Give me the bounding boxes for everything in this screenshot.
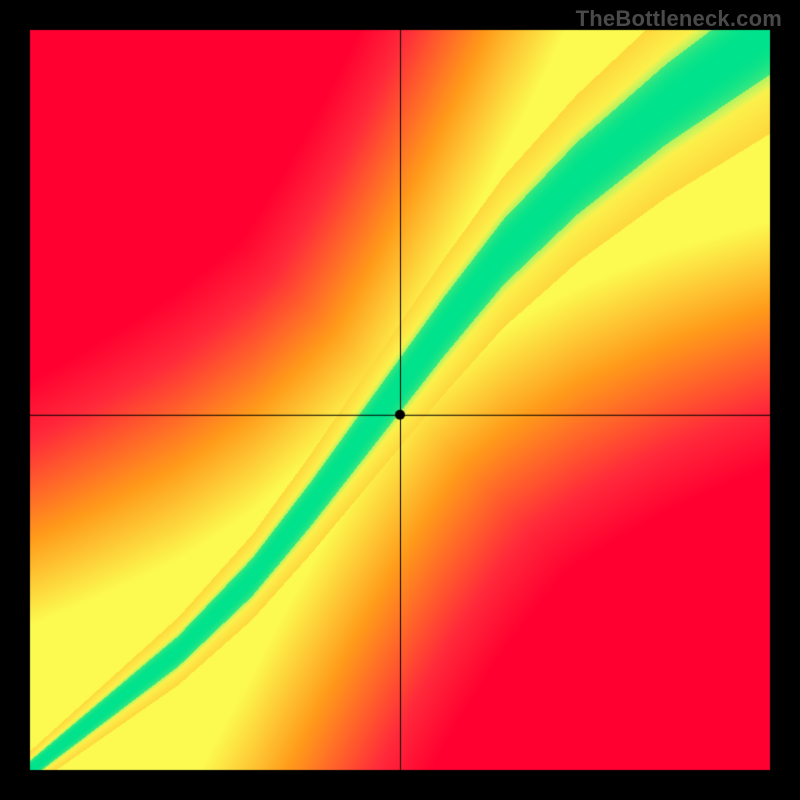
bottleneck-heatmap	[0, 0, 800, 800]
chart-container: TheBottleneck.com	[0, 0, 800, 800]
watermark-text: TheBottleneck.com	[576, 6, 782, 32]
